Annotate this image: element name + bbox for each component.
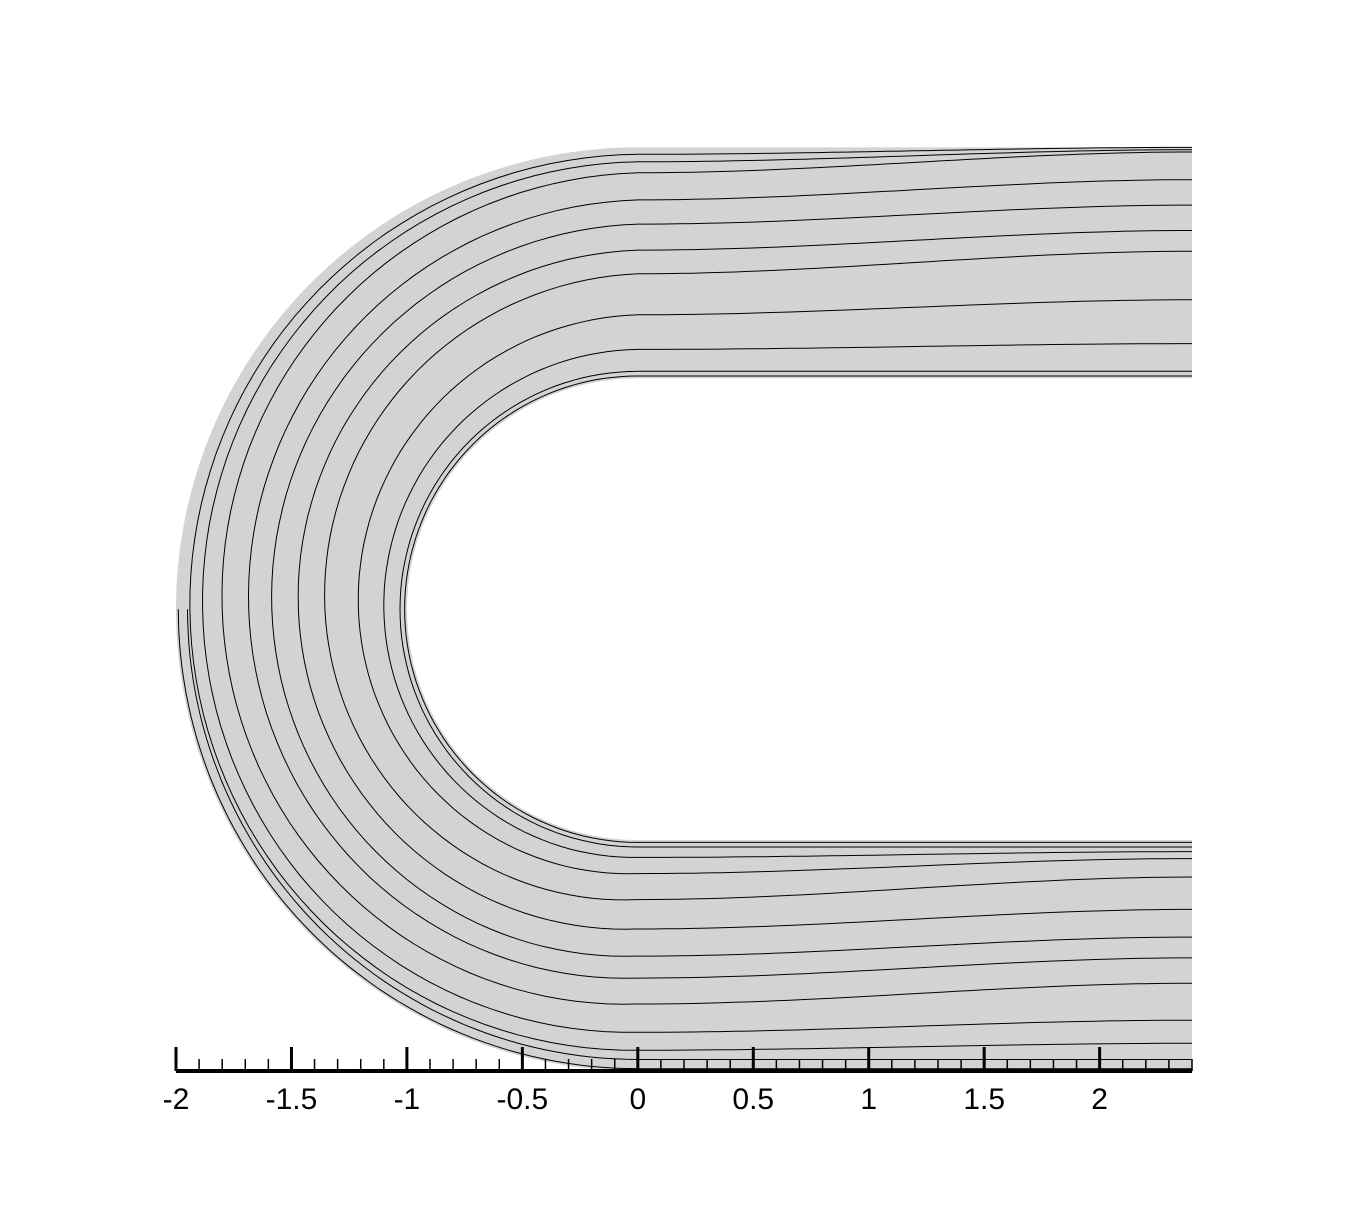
streamline-13	[177, 609, 1192, 1070]
flow-domain	[175, 147, 1192, 1071]
x-tick-label: -0.5	[497, 1083, 549, 1116]
x-axis: -2 -1.5 -1 -0.5 0 0.5 1 1.5 2	[163, 1047, 1193, 1116]
streamline-8	[247, 179, 1192, 979]
streamline-5	[324, 250, 1193, 901]
x-tick-label: -2	[163, 1083, 190, 1116]
channel-fill	[175, 147, 1192, 1071]
x-tick-label: 1	[860, 1083, 877, 1116]
streamline-7	[271, 204, 1192, 957]
x-tick-label: 2	[1091, 1083, 1108, 1116]
streamline-1	[404, 375, 1192, 843]
streamline-2	[399, 370, 1192, 848]
streamline-4	[357, 299, 1192, 875]
streamline-12	[187, 609, 1192, 1060]
x-tick-label: -1	[394, 1083, 421, 1116]
streamlines	[177, 146, 1193, 1070]
streamline-6	[297, 230, 1192, 930]
x-tick-label: 1.5	[963, 1083, 1005, 1116]
x-tick-label: 0	[629, 1083, 646, 1116]
streamline-3	[383, 343, 1192, 858]
x-tick-label: -1.5	[266, 1083, 318, 1116]
streamline-10	[202, 149, 1192, 1033]
streamline-9	[221, 151, 1192, 1005]
x-tick-label: 0.5	[732, 1083, 774, 1116]
streamline-11	[189, 146, 1192, 1051]
